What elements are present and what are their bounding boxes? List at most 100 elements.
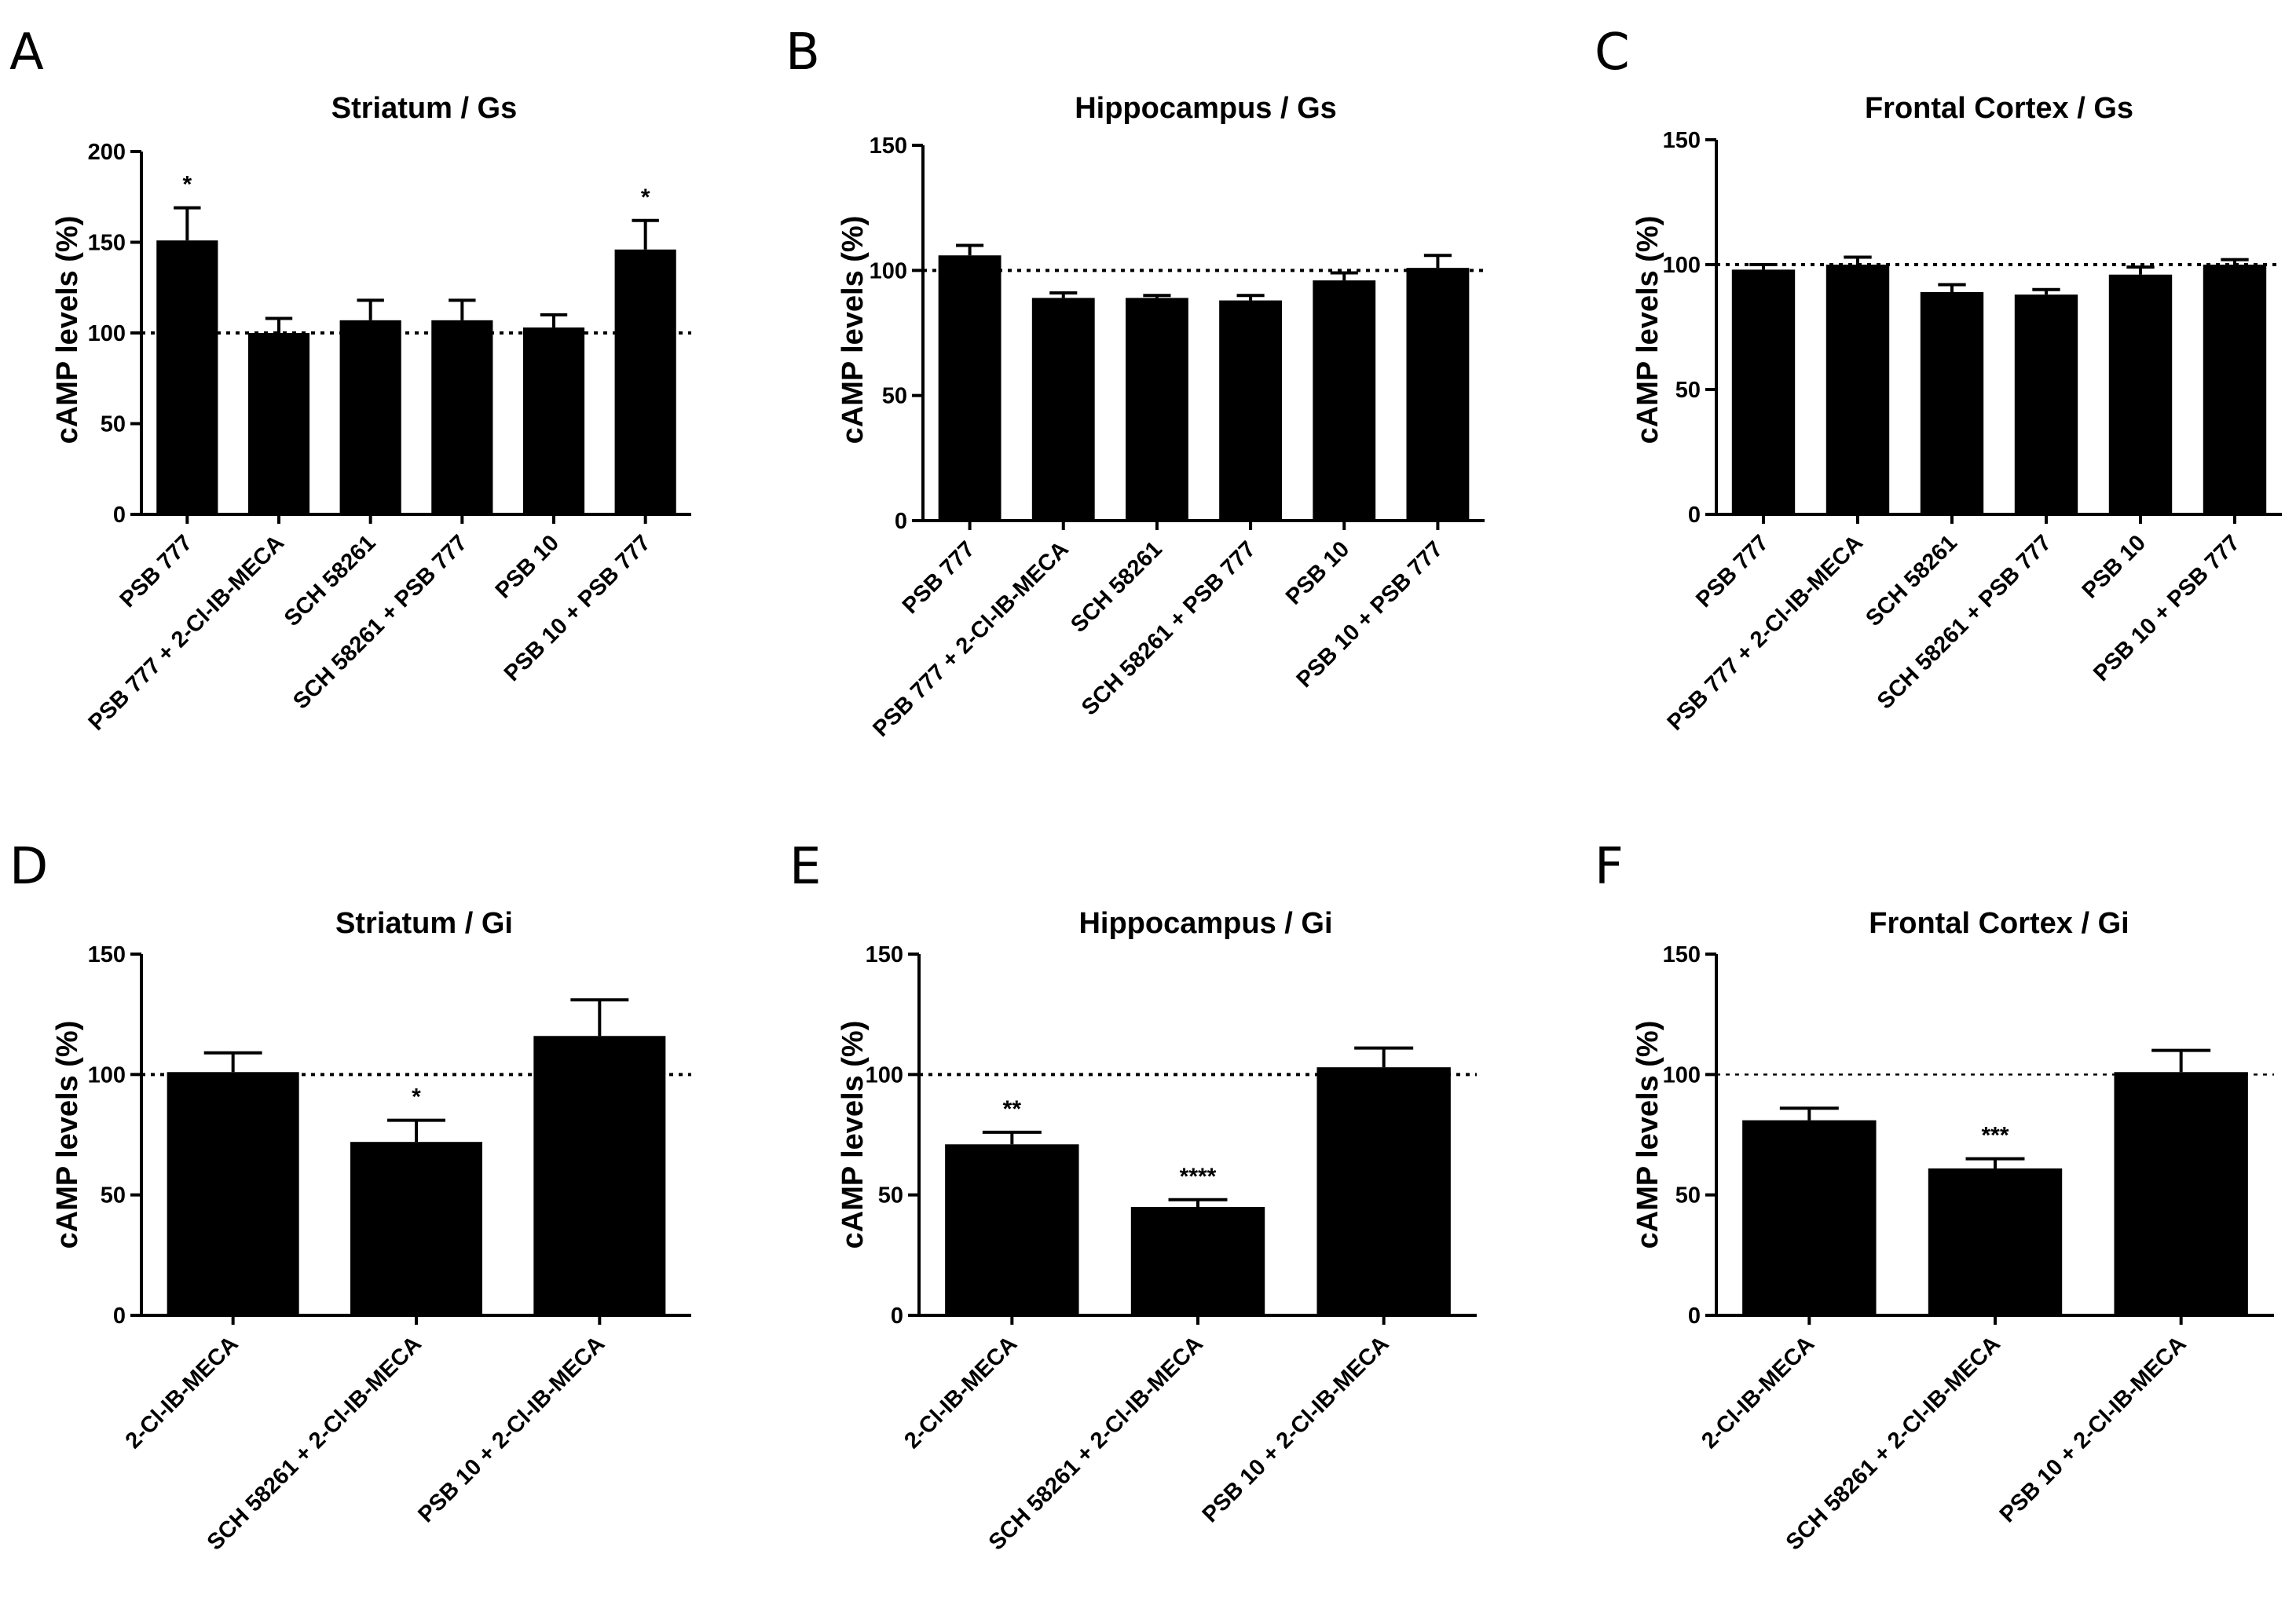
y-axis-label: cAMP levels (%): [1631, 216, 1664, 444]
category-label: SCH 58261 + 2-Cl-IB-MECA: [203, 1331, 427, 1555]
bar: [1731, 269, 1796, 514]
chart-title: Hippocampus / Gs: [1075, 92, 1337, 125]
category-label: 2-Cl-IB-MECA: [899, 1331, 1022, 1454]
y-tick-label: 50: [101, 1183, 126, 1209]
bar: [2203, 265, 2267, 514]
category-label: PSB 10: [1281, 536, 1354, 609]
y-tick-label: 50: [101, 412, 126, 437]
chart-title: Frontal Cortex / Gs: [1865, 92, 2133, 125]
category-label: PSB 777 + 2-Cl-IB-MECA: [868, 536, 1073, 741]
bar: [2108, 274, 2173, 514]
bar: [938, 255, 1002, 521]
chart-title: Hippocampus / Gi: [1078, 907, 1332, 940]
category-label: PSB 777: [898, 536, 980, 619]
bar: [1125, 298, 1188, 521]
category-label: PSB 10: [2078, 530, 2151, 603]
bar: [1219, 300, 1283, 521]
y-axis-label: cAMP levels (%): [51, 1021, 84, 1249]
panel-c: C Frontal Cortex / Gs cAMP levels (%) 0 5…: [1595, 24, 2282, 736]
panel-letter: C: [1595, 24, 1630, 82]
y-tick-label: 100: [870, 258, 907, 283]
y-tick-label: 150: [1663, 942, 1701, 967]
significance-marker: *: [412, 1084, 421, 1110]
y-axis-label: cAMP levels (%): [1631, 1021, 1664, 1249]
panel-d: D Striatum / Gi cAMP levels (%) 0 50 100 15…: [9, 838, 691, 1556]
y-tick-label: 50: [878, 1183, 903, 1209]
panel-b: B Hippocampus / Gs cAMP levels (%) 0 50 10…: [785, 24, 1485, 742]
panel-f: F Frontal Cortex / Gi cAMP levels (%) 0 5…: [1595, 838, 2274, 1556]
y-tick-label: 200: [88, 140, 126, 165]
bar: [431, 320, 493, 514]
bar: [1928, 1168, 2063, 1315]
chart-title: Striatum / Gi: [335, 907, 513, 940]
y-tick-label: 0: [113, 1304, 126, 1329]
significance-marker: ***: [1981, 1123, 2009, 1149]
y-tick-label: 100: [88, 1062, 126, 1088]
y-tick-label: 0: [895, 509, 907, 534]
significance-marker: ****: [1180, 1164, 1217, 1190]
bar: [1406, 268, 1470, 521]
category-label: SCH 58261 + 2-Cl-IB-MECA: [1782, 1331, 2005, 1555]
chart-title: Striatum / Gs: [331, 92, 518, 125]
y-tick-label: 50: [882, 384, 907, 409]
y-tick-label: 0: [113, 503, 126, 528]
y-tick-label: 0: [891, 1304, 903, 1329]
category-label: SCH 58261: [1066, 536, 1167, 638]
bar: [247, 333, 310, 514]
y-axis-label: cAMP levels (%): [837, 1021, 870, 1249]
panel-e: E Hippocampus / Gi cAMP levels (%) 0 50 10…: [789, 838, 1477, 1556]
bar: [2014, 294, 2078, 514]
bar: [1313, 280, 1376, 521]
y-tick-label: 100: [1663, 1062, 1701, 1088]
y-tick-label: 100: [866, 1062, 903, 1088]
y-tick-label: 50: [1675, 378, 1701, 403]
y-tick-label: 150: [866, 942, 903, 967]
bar: [1316, 1067, 1451, 1315]
bar: [350, 1142, 482, 1315]
category-label: PSB 777 + 2-Cl-IB-MECA: [1663, 530, 1868, 735]
panel-letter: F: [1595, 838, 1624, 896]
chart-title: Frontal Cortex / Gi: [1869, 907, 2129, 940]
category-label: PSB 777: [115, 530, 198, 613]
bar: [167, 1072, 299, 1315]
bar: [156, 240, 218, 514]
category-label: 2-Cl-IB-MECA: [1697, 1331, 1819, 1454]
y-axis-label: cAMP levels (%): [837, 216, 870, 444]
panel-letter: B: [785, 24, 820, 82]
bar: [1742, 1120, 1877, 1315]
y-tick-label: 0: [1688, 1304, 1701, 1329]
bar: [614, 249, 676, 514]
bar: [1031, 298, 1095, 521]
y-axis-label: cAMP levels (%): [51, 216, 84, 444]
panel-letter: D: [9, 838, 48, 896]
bar: [522, 327, 585, 514]
category-label: SCH 58261 + 2-Cl-IB-MECA: [984, 1331, 1208, 1555]
category-label: PSB 10: [491, 530, 564, 603]
category-label: 2-Cl-IB-MECA: [121, 1331, 244, 1454]
category-label: PSB 10 + 2-Cl-IB-MECA: [1198, 1331, 1394, 1527]
panel-letter: A: [9, 24, 44, 82]
category-label: SCH 58261 + PSB 777: [1077, 536, 1261, 720]
category-label: SCH 58261: [1861, 530, 1962, 631]
y-tick-label: 150: [1663, 128, 1701, 153]
category-label: SCH 58261 + PSB 777: [1873, 530, 2056, 714]
y-tick-label: 100: [1663, 253, 1701, 278]
significance-marker: *: [182, 172, 192, 198]
bar: [339, 320, 401, 514]
bar: [1920, 291, 1984, 514]
bar: [945, 1144, 1079, 1315]
significance-marker: **: [1003, 1096, 1022, 1122]
category-label: PSB 777: [1691, 530, 1774, 613]
panel-a: A Striatum / Gs cAMP levels (%) 0 50 100 15…: [9, 24, 691, 736]
y-tick-label: 150: [870, 133, 907, 159]
y-tick-label: 150: [88, 231, 126, 256]
category-label: PSB 10 + 2-Cl-IB-MECA: [413, 1331, 610, 1527]
y-tick-label: 150: [88, 942, 126, 967]
significance-marker: *: [641, 185, 650, 210]
bar: [1130, 1207, 1265, 1315]
y-tick-label: 100: [88, 321, 126, 346]
category-label: SCH 58261 + PSB 777: [288, 530, 472, 714]
bar: [1825, 265, 1890, 514]
y-tick-label: 50: [1675, 1183, 1701, 1209]
